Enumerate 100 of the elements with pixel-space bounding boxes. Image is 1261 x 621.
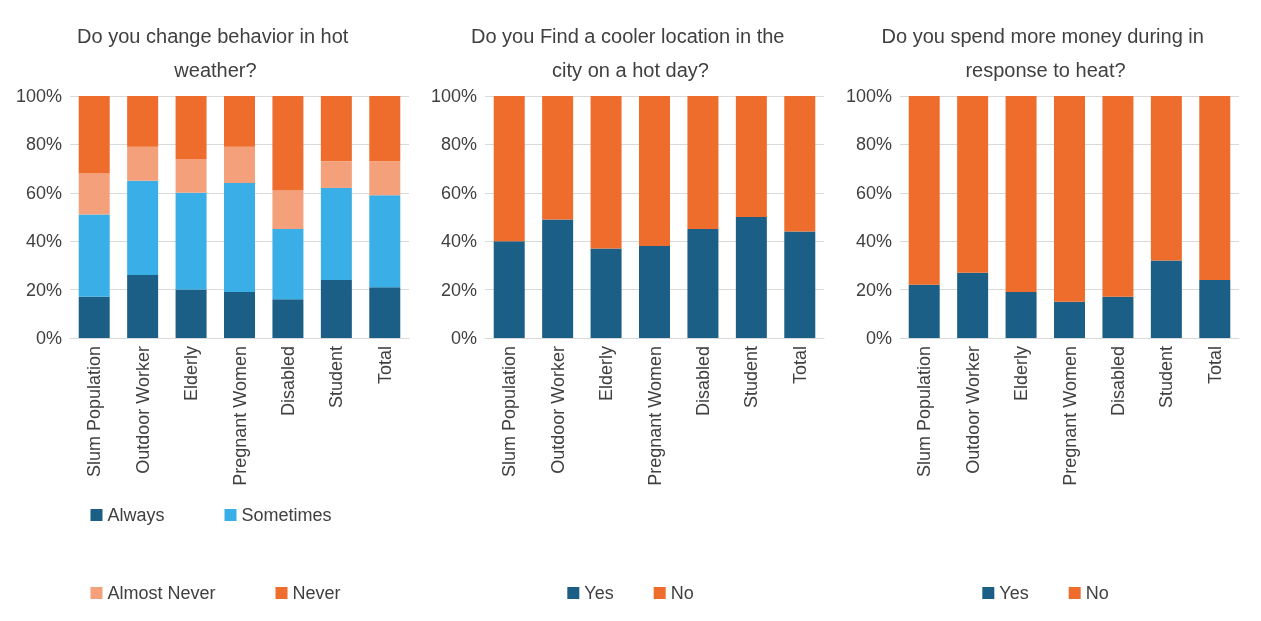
- x-tick-label: Slum Population: [84, 346, 105, 478]
- bar: [784, 231, 816, 338]
- bar: [78, 214, 110, 297]
- y-tick-label: 100%: [845, 86, 892, 106]
- x-tick-label: Student: [741, 346, 762, 409]
- x-tick-label: Elderly: [181, 346, 202, 402]
- y-tick-label: 80%: [25, 134, 62, 155]
- bar: [1005, 96, 1037, 293]
- bar: [224, 183, 255, 293]
- bar: [687, 229, 719, 338]
- bar: [1102, 96, 1134, 297]
- bar: [175, 192, 207, 290]
- bar: [1150, 96, 1182, 261]
- x-tick-label: Total: [374, 346, 395, 385]
- bar: [369, 287, 401, 338]
- x-tick-label: Student: [326, 346, 347, 409]
- bar: [542, 219, 574, 338]
- bar: [224, 292, 255, 338]
- y-tick-label: 60%: [440, 182, 477, 203]
- bar: [908, 96, 940, 285]
- bar: [175, 289, 207, 338]
- bar: [320, 279, 352, 338]
- bar: [78, 173, 110, 215]
- bar: [127, 275, 159, 338]
- y-tick-label: 40%: [25, 231, 62, 252]
- legend-label: No: [670, 583, 694, 603]
- bar: [224, 96, 255, 147]
- bar: [369, 161, 401, 196]
- bar: [542, 96, 574, 220]
- y-tick-label: 60%: [855, 182, 892, 203]
- y-tick-label: 80%: [855, 134, 892, 155]
- x-tick-label: Disabled: [692, 346, 713, 417]
- bar: [369, 195, 401, 288]
- y-tick-label: 0%: [450, 328, 477, 348]
- bar: [320, 96, 352, 162]
- x-tick-label: Slum Population: [914, 346, 935, 478]
- bar: [78, 96, 110, 174]
- legend-label: Yes: [999, 583, 1029, 603]
- legend-label: Never: [292, 583, 341, 603]
- y-tick-label: 80%: [440, 134, 477, 155]
- bar: [735, 96, 767, 217]
- y-tick-label: 60%: [25, 182, 62, 203]
- legend-label: Always: [107, 505, 165, 525]
- bar: [908, 284, 940, 338]
- legend-label: Yes: [584, 583, 614, 603]
- x-tick-label: Pregnant Women: [644, 346, 665, 486]
- bar: [127, 96, 159, 147]
- bar: [272, 229, 304, 300]
- x-tick-label: Total: [1204, 346, 1225, 385]
- bar: [493, 241, 525, 338]
- bar: [1150, 260, 1182, 338]
- bar: [127, 146, 159, 181]
- bar: [320, 161, 352, 188]
- bar: [687, 96, 719, 230]
- x-tick-label: Outdoor Worker: [132, 346, 153, 474]
- legend-label: No: [1085, 583, 1109, 603]
- bar: [590, 96, 622, 249]
- bar: [1102, 296, 1134, 338]
- bar: [272, 299, 304, 338]
- bar: [78, 296, 110, 338]
- x-tick-label: Elderly: [1011, 346, 1032, 402]
- bar: [639, 246, 670, 338]
- legend-label: Sometimes: [241, 505, 332, 525]
- y-tick-label: 40%: [855, 231, 892, 252]
- chart-title: Do you Find a cooler location in the city on a hot day?: [470, 25, 791, 81]
- bar: [1199, 279, 1231, 338]
- x-tick-label: Pregnant Women: [229, 346, 250, 486]
- y-tick-label: 40%: [440, 231, 477, 252]
- y-tick-label: 0%: [35, 328, 62, 348]
- bar: [224, 146, 255, 184]
- bar: [1054, 96, 1085, 302]
- bar: [957, 96, 989, 273]
- bar: [175, 158, 207, 193]
- x-tick-label: Slum Population: [499, 346, 520, 478]
- x-tick-label: Outdoor Worker: [962, 346, 983, 474]
- y-tick-label: 100%: [15, 86, 62, 106]
- bar: [639, 96, 670, 247]
- bar: [784, 96, 816, 232]
- bar: [369, 96, 401, 162]
- bar: [272, 96, 304, 191]
- bar: [1054, 301, 1085, 338]
- x-tick-label: Pregnant Women: [1059, 346, 1080, 486]
- bar: [957, 272, 989, 338]
- y-tick-label: 20%: [855, 279, 892, 300]
- x-tick-label: Elderly: [596, 346, 617, 402]
- y-tick-label: 100%: [430, 86, 477, 106]
- bar: [272, 190, 304, 230]
- x-tick-label: Total: [789, 346, 810, 385]
- bar: [320, 187, 352, 280]
- bar: [1199, 96, 1231, 280]
- x-tick-label: Student: [1156, 346, 1177, 409]
- y-tick-label: 20%: [25, 279, 62, 300]
- y-tick-label: 20%: [440, 279, 477, 300]
- chart-title: Do you change behavior in hot weather?: [77, 25, 354, 81]
- chart-title: Do you spend more money during in response to heat?: [881, 25, 1210, 81]
- bar: [175, 96, 207, 159]
- x-tick-label: Disabled: [277, 346, 298, 417]
- bar: [127, 180, 159, 276]
- bar: [493, 96, 525, 242]
- bar: [1005, 292, 1037, 338]
